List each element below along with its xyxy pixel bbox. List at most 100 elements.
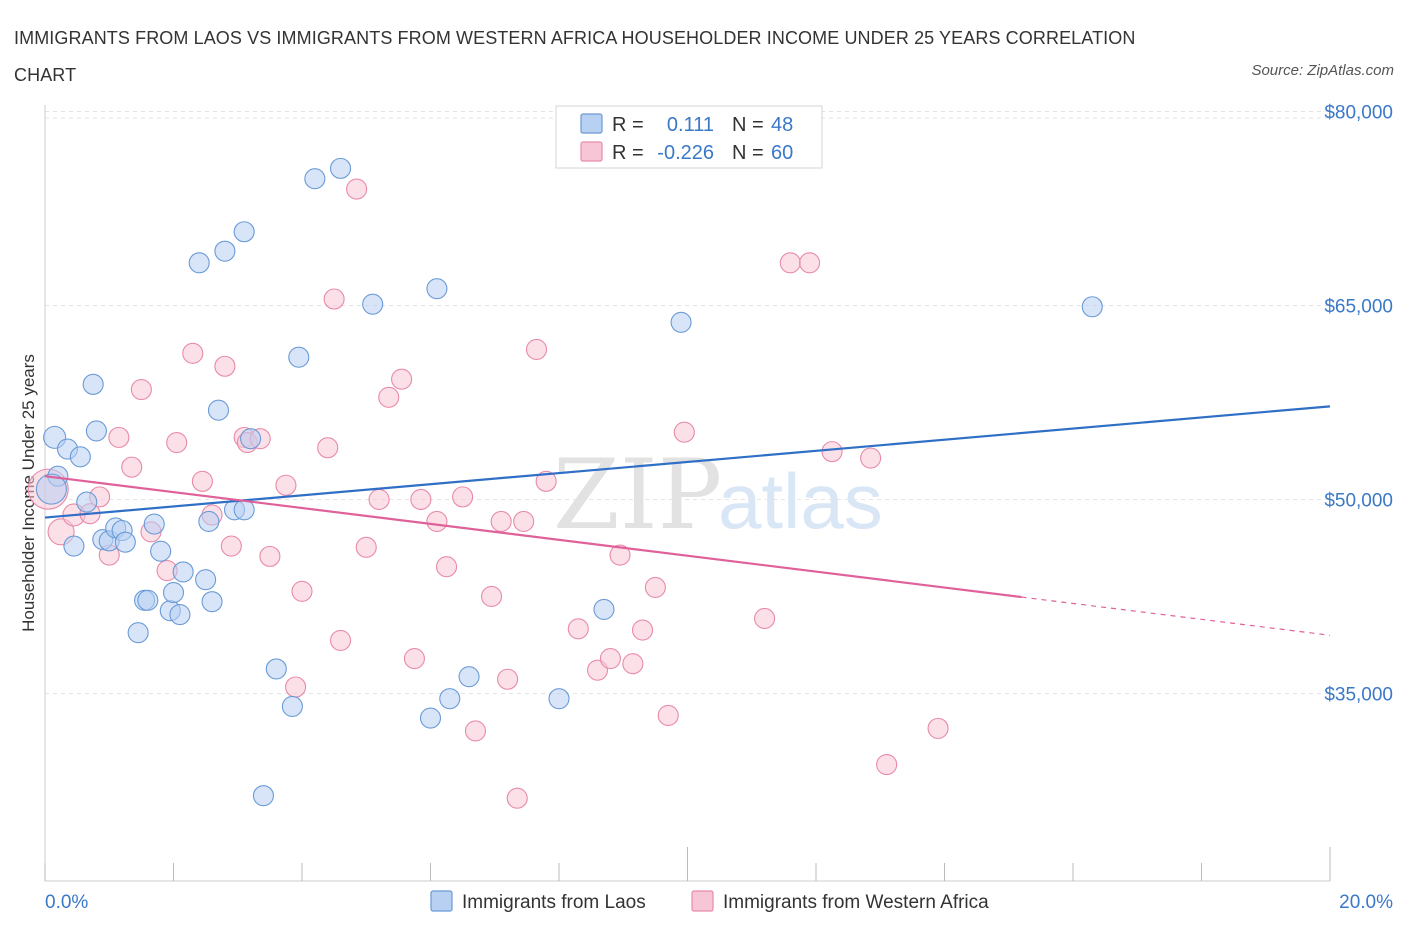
western-africa-trend-line (44, 475, 1022, 599)
western-africa-point-37 (464, 720, 487, 742)
laos-point-23 (188, 252, 210, 274)
laos-point-38 (329, 157, 352, 179)
chart-source: Source: ZipAtlas.com (1251, 62, 1394, 79)
western-africa-point-7 (121, 456, 143, 478)
series-legend-label-laos: Immigrants from Laos (462, 892, 646, 913)
western-africa-point-53 (673, 421, 695, 443)
gridlines (45, 110, 1330, 694)
series-legend-swatch-laos (430, 890, 453, 912)
laos-point-27 (207, 399, 230, 421)
legend-n-value-western-africa: 60 (771, 142, 793, 164)
laos-point-17 (143, 513, 165, 535)
western-africa-point-47 (599, 647, 621, 670)
western-africa-point-40 (497, 668, 519, 690)
western-africa-point-32 (403, 647, 425, 670)
legend-r-label-western-africa: R = (612, 142, 644, 164)
y-tick-label-2: $65,000 (1324, 296, 1393, 317)
western-africa-point-31 (391, 368, 413, 390)
y-tick-label-3: $80,000 (1324, 102, 1393, 123)
western-africa-point-45 (567, 618, 589, 640)
laos-point-46 (670, 311, 692, 333)
laos-point-37 (304, 168, 326, 190)
western-africa-point-26 (329, 629, 352, 651)
laos-point-18 (150, 540, 172, 562)
laos-point-5 (69, 446, 91, 468)
series-legend-label-western-africa: Immigrants from Western Africa (723, 892, 989, 913)
legend-n-label-western-africa: N = (732, 142, 764, 164)
legend-n-value-laos: 48 (771, 114, 793, 136)
western-africa-point-43 (525, 338, 548, 360)
legend-r-label-laos: R = (612, 114, 644, 136)
laos-point-47 (1081, 296, 1103, 318)
laos-point-45 (593, 598, 615, 620)
series-legend-swatch-western-africa (691, 890, 714, 912)
x-tick-label-0: 0.0% (45, 892, 88, 913)
legend-r-value-western-africa: -0.226 (657, 142, 714, 164)
western-africa-point-12 (182, 342, 204, 364)
laos-point-39 (362, 293, 384, 315)
western-africa-point-24 (317, 437, 339, 459)
laos-point-36 (288, 346, 310, 368)
laos-point-4 (63, 535, 85, 557)
western-africa-point-59 (876, 754, 898, 776)
series-laos-points (35, 157, 1103, 807)
laos-point-2 (35, 473, 67, 505)
western-africa-point-23 (291, 580, 313, 602)
western-africa-point-15 (214, 355, 236, 377)
western-africa-point-49 (622, 653, 644, 675)
western-africa-point-33 (410, 488, 432, 511)
western-africa-point-60 (927, 717, 949, 739)
series-legend: Immigrants from Laos Immigrants from Wes… (430, 890, 989, 913)
western-africa-point-38 (480, 585, 503, 608)
laos-point-14 (127, 622, 149, 644)
western-africa-point-8 (130, 378, 152, 401)
watermark: ZIP atlas (553, 439, 883, 551)
laos-point-43 (458, 666, 480, 688)
western-africa-point-41 (506, 787, 528, 809)
western-africa-point-29 (368, 488, 390, 511)
laos-point-41 (426, 278, 448, 300)
laos-point-31 (233, 221, 255, 243)
laos-point-7 (82, 373, 104, 395)
laos-point-26 (201, 591, 223, 613)
western-africa-point-55 (779, 252, 801, 274)
watermark-zip: ZIP (553, 439, 722, 551)
laos-trend-line (44, 405, 1331, 519)
chart-title: IMMIGRANTS FROM LAOS VS IMMIGRANTS FROM … (14, 28, 1136, 85)
laos-point-42 (439, 688, 461, 710)
laos-point-24 (195, 569, 217, 591)
legend-swatch-laos (580, 113, 603, 134)
western-africa-trend-line-extension (1021, 596, 1331, 636)
laos-point-34 (265, 658, 287, 680)
western-africa-point-51 (644, 576, 666, 598)
laos-point-28 (214, 240, 236, 262)
laos-point-35 (281, 695, 303, 717)
axes (44, 105, 1331, 882)
laos-point-25 (198, 510, 220, 533)
laos-point-8 (85, 420, 107, 442)
western-africa-point-22 (285, 676, 307, 698)
laos-point-21 (169, 604, 191, 626)
western-africa-point-52 (657, 704, 679, 727)
western-africa-point-21 (275, 474, 297, 496)
western-africa-point-13 (191, 470, 213, 492)
laos-point-20 (162, 582, 185, 604)
legend-r-value-laos: 0.111 (667, 114, 714, 136)
x-tick-labels: 0.0% 20.0% (45, 892, 1393, 913)
y-tick-label-1: $50,000 (1324, 490, 1393, 511)
western-africa-point-28 (355, 536, 377, 558)
trend-lines (44, 405, 1331, 636)
western-africa-point-25 (323, 288, 345, 310)
western-africa-point-35 (436, 556, 458, 578)
x-tick-label-1: 20.0% (1339, 892, 1393, 913)
western-africa-point-54 (754, 607, 776, 630)
y-tick-label-0: $35,000 (1324, 684, 1393, 705)
western-africa-point-58 (860, 447, 882, 469)
laos-point-22 (172, 561, 194, 583)
western-africa-point-44 (535, 470, 557, 492)
laos-point-16 (137, 589, 159, 611)
western-africa-point-36 (452, 486, 474, 508)
western-africa-point-6 (108, 426, 130, 448)
western-africa-point-57 (821, 441, 843, 463)
western-africa-point-20 (259, 545, 281, 567)
